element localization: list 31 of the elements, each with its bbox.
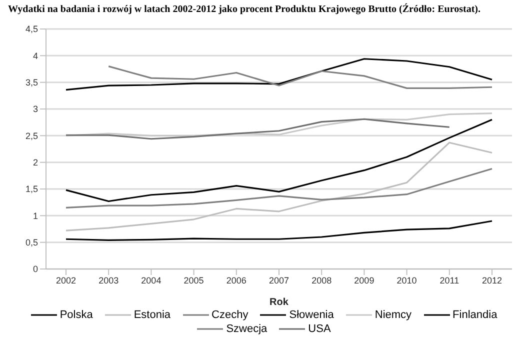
x-tick-label: 2004: [141, 275, 162, 286]
x-tick-label: 2010: [396, 275, 417, 286]
x-tick-label: 2005: [184, 275, 204, 286]
x-axis-title: Rok: [270, 297, 289, 308]
chart-title: Wydatki na badania i rozwój w latach 2002-2012 jako procent Produktu Krajowego Brutto (Źródło: Eurostat).: [8, 4, 482, 15]
legend-label: Estonia: [134, 309, 171, 321]
y-tick-label: 3,5: [25, 78, 38, 88]
y-tick-label: 4,5: [25, 24, 38, 34]
y-tick-label: 4: [32, 50, 38, 61]
y-tick-label: 2,5: [25, 130, 38, 141]
legend-label: USA: [308, 323, 331, 335]
legend-label: Polska: [60, 309, 93, 321]
legend-label: Szwecja: [226, 323, 268, 335]
x-tick-label: 2002: [56, 275, 76, 286]
y-tick-label: 3: [32, 104, 38, 114]
legend-label: Czechy: [212, 309, 248, 321]
legend-label: Słowenia: [289, 309, 334, 321]
legend-label: Niemcy: [374, 309, 412, 321]
x-tick-label: 2003: [98, 275, 119, 286]
y-tick-label: 1: [32, 210, 38, 221]
x-tick-label: 2012: [482, 275, 502, 286]
x-tick-label: 2008: [312, 275, 332, 286]
y-tick-label: 0: [32, 264, 38, 274]
x-tick-label: 2011: [440, 275, 460, 286]
y-tick-label: 0,5: [25, 238, 38, 248]
y-tick-label: 1,5: [25, 184, 38, 194]
x-tick-label: 2006: [226, 275, 246, 286]
legend-label: Finlandia: [452, 309, 498, 321]
x-tick-label: 2007: [268, 275, 290, 286]
y-tick-label: 2: [32, 158, 38, 168]
x-tick-label: 2009: [354, 275, 374, 286]
